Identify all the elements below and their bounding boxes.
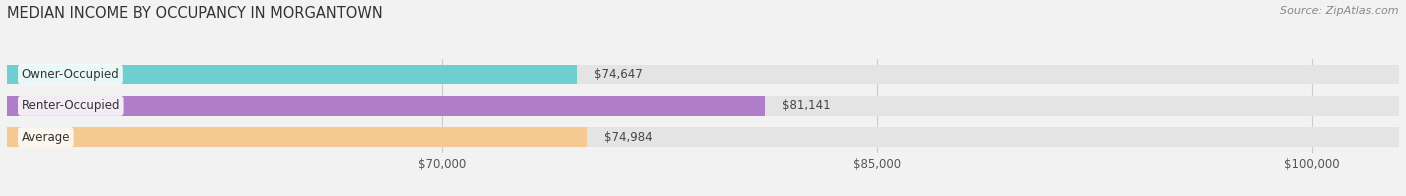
Bar [7,127,586,147]
Text: $74,984: $74,984 [605,131,652,144]
Bar [7,96,1399,116]
Bar [7,65,576,84]
Text: Average: Average [21,131,70,144]
Text: Owner-Occupied: Owner-Occupied [21,68,120,81]
Bar [7,127,1399,147]
Text: $81,141: $81,141 [783,99,831,112]
Bar [7,96,765,116]
Text: $74,647: $74,647 [595,68,643,81]
Text: MEDIAN INCOME BY OCCUPANCY IN MORGANTOWN: MEDIAN INCOME BY OCCUPANCY IN MORGANTOWN [7,6,382,21]
Text: Renter-Occupied: Renter-Occupied [21,99,120,112]
Text: Source: ZipAtlas.com: Source: ZipAtlas.com [1281,6,1399,16]
Bar [7,65,1399,84]
